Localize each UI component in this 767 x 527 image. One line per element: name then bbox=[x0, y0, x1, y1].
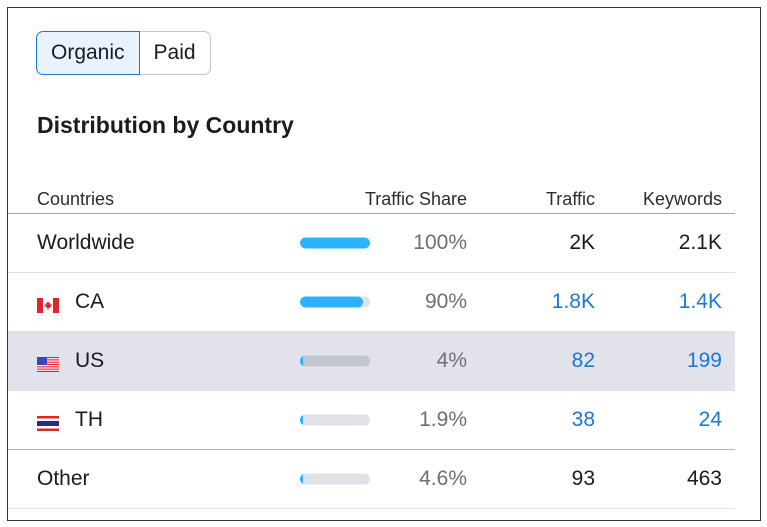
country-cell: US bbox=[37, 349, 104, 373]
country-table: Countries Traffic Share Traffic Keywords… bbox=[8, 166, 735, 509]
keywords-value: 463 bbox=[686, 467, 722, 490]
col-keywords[interactable]: Keywords bbox=[642, 189, 722, 209]
keywords-value[interactable]: 199 bbox=[686, 349, 722, 372]
traffic-share-value: 90% bbox=[424, 290, 467, 313]
traffic-share-value: 100% bbox=[413, 231, 467, 254]
traffic-share-value: 4.6% bbox=[419, 467, 467, 490]
organic-button[interactable]: Organic bbox=[36, 31, 140, 75]
traffic-value[interactable]: 38 bbox=[571, 408, 595, 431]
country-cell: Worldwide bbox=[37, 231, 135, 255]
traffic-value[interactable]: 1.8K bbox=[551, 290, 595, 313]
traffic-share-bar bbox=[300, 355, 370, 367]
traffic-value[interactable]: 82 bbox=[571, 349, 595, 372]
country-name: TH bbox=[75, 408, 103, 431]
country-cell: TH bbox=[37, 408, 103, 432]
traffic-share-fill bbox=[300, 237, 370, 249]
col-traffic[interactable]: Traffic bbox=[545, 189, 595, 209]
traffic-share-bar bbox=[300, 237, 370, 249]
country-name: US bbox=[75, 349, 105, 372]
section-title: Distribution by Country bbox=[37, 112, 294, 138]
table-row[interactable]: US 4% 82 199 bbox=[8, 332, 735, 391]
widget-frame bbox=[7, 7, 761, 521]
traffic-share-fill bbox=[300, 414, 303, 426]
col-countries[interactable]: Countries bbox=[37, 189, 115, 209]
table-row[interactable]: TH 1.9% 38 24 bbox=[8, 391, 735, 450]
keywords-value[interactable]: 1.4K bbox=[678, 290, 722, 313]
table-row[interactable]: Worldwide 100% 2K 2.1K bbox=[8, 214, 735, 273]
flag-us-icon bbox=[37, 354, 59, 372]
traffic-share-value: 4% bbox=[436, 349, 467, 372]
traffic-share-bar bbox=[300, 473, 370, 485]
country-cell: Other bbox=[37, 467, 90, 491]
traffic-share-bar bbox=[300, 414, 370, 426]
traffic-share-fill bbox=[300, 473, 304, 485]
country-name: CA bbox=[75, 290, 105, 313]
traffic-value: 93 bbox=[571, 467, 595, 490]
traffic-share-fill bbox=[300, 296, 363, 308]
flag-ca-icon bbox=[37, 295, 59, 313]
traffic-share-value: 1.9% bbox=[419, 408, 467, 431]
traffic-share-fill bbox=[300, 355, 303, 367]
paid-button[interactable]: Paid bbox=[139, 31, 211, 75]
flag-th-icon bbox=[37, 413, 59, 431]
traffic-type-toggle: Organic Paid bbox=[36, 31, 211, 75]
country-name: Worldwide bbox=[37, 231, 135, 254]
country-cell: CA bbox=[37, 290, 104, 314]
traffic-share-bar bbox=[300, 296, 370, 308]
keywords-value[interactable]: 24 bbox=[698, 408, 722, 431]
traffic-value: 2K bbox=[569, 231, 595, 254]
table-row[interactable]: Other 4.6% 93 463 bbox=[8, 450, 735, 509]
keywords-value: 2.1K bbox=[678, 231, 722, 254]
country-name: Other bbox=[37, 467, 90, 490]
table-row[interactable]: CA 90% 1.8K 1.4K bbox=[8, 273, 735, 332]
table-header: Countries Traffic Share Traffic Keywords bbox=[8, 166, 735, 214]
col-traffic-share[interactable]: Traffic Share bbox=[364, 189, 467, 209]
